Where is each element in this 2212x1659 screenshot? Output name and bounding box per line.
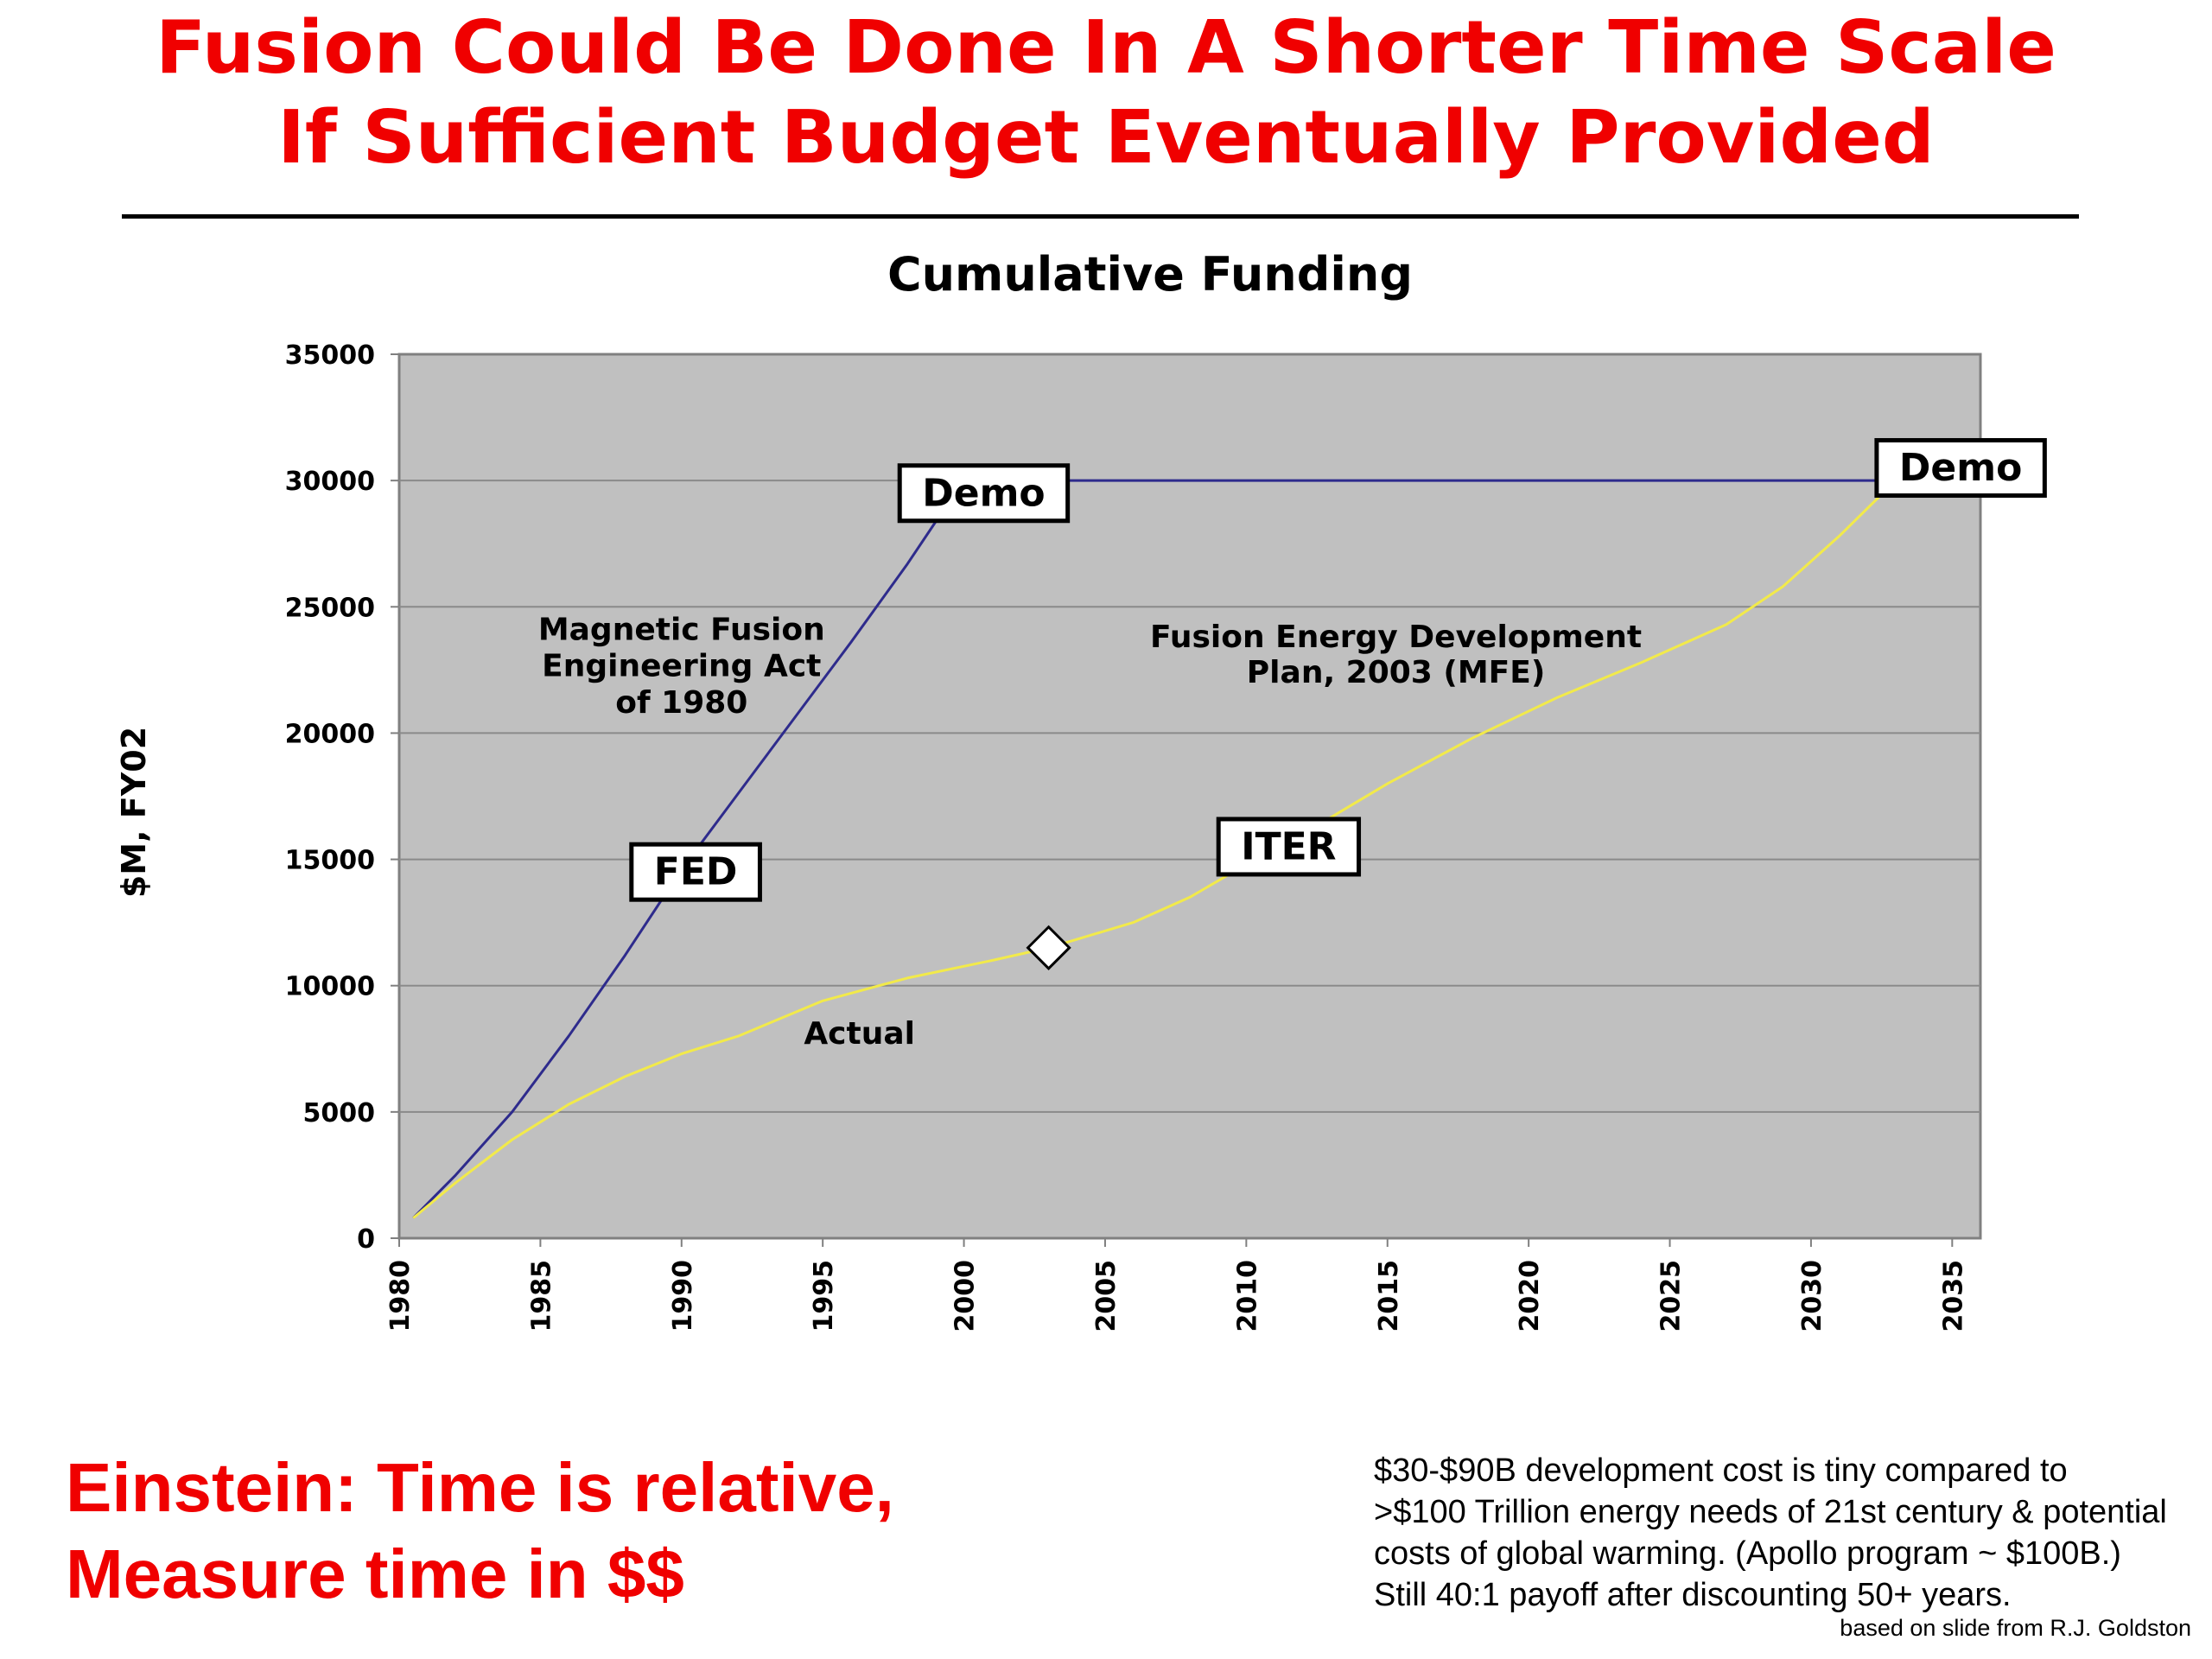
y-tick-label: 35000 [285, 340, 375, 371]
chart-title: Cumulative Funding [887, 247, 1413, 302]
note-line-1: $30-$90B development cost is tiny compar… [1374, 1452, 2068, 1489]
x-tick-label: 2010 [1232, 1260, 1262, 1332]
milestone-box: Demo [897, 463, 1071, 524]
annotation-label: Magnetic Fusion [538, 612, 825, 647]
quote-line-2: Measure time in $$ [66, 1535, 684, 1612]
slide-title: Fusion Could Be Done In A Shorter Time S… [0, 3, 2212, 183]
y-tick-label: 15000 [285, 846, 375, 876]
plot-area [397, 353, 1982, 1240]
title-divider [122, 214, 2079, 219]
x-tick-label: 1995 [809, 1260, 839, 1332]
milestone-box: Demo [1874, 438, 2047, 499]
note-line-2: >$100 Trillion energy needs of 21st cent… [1374, 1494, 2167, 1530]
x-tick-label: 1985 [526, 1260, 556, 1332]
milestone-box-frame [629, 842, 762, 902]
x-tick-labels: 1980 1985 1990 1995 2000 2005 2010 2015 2020 2025… [385, 1238, 1968, 1332]
credit-note: based on slide from R.J. Goldston [1840, 1615, 2191, 1641]
y-tick-label: 10000 [285, 972, 375, 1002]
milestone-box-frame [1874, 438, 2047, 499]
series-lines [412, 479, 1897, 1219]
milestone-box-frame [1216, 817, 1362, 877]
y-tick-label: 20000 [285, 719, 375, 749]
slide-title-line-1: Fusion Could Be Done In A Shorter Time S… [156, 5, 2056, 91]
milestone-box-label: Demo [922, 471, 1045, 515]
cumulative-funding-chart: Cumulative Funding 0 5000 10000 15000 20000 2… [115, 247, 2047, 1332]
annotation-label: Fusion Energy Development [1150, 620, 1642, 655]
x-tick-label: 2015 [1374, 1260, 1404, 1332]
einstein-quote: Einstein: Time is relative, Measure time… [66, 1445, 894, 1618]
milestone-box-label: ITER [1241, 824, 1336, 868]
y-tick-label: 5000 [303, 1098, 376, 1128]
y-tick-label: 0 [357, 1224, 375, 1255]
milestone-box-label: FED [654, 850, 738, 894]
y-tick-label: 30000 [285, 467, 375, 497]
annotation-label: Engineering Act [542, 649, 821, 684]
note-line-3: costs of global warming. (Apollo program… [1374, 1535, 2121, 1572]
marker-layer [1026, 925, 1071, 970]
y-tick-labels: 0 5000 10000 15000 20000 25000 30000 35000 [285, 340, 399, 1255]
diamond-marker [1026, 925, 1071, 970]
milestone-box: FED [629, 842, 762, 902]
x-tick-label: 2035 [1938, 1260, 1968, 1332]
x-tick-label: 2020 [1515, 1260, 1545, 1332]
milestone-box: ITER [1216, 817, 1362, 877]
note-line-4: Still 40:1 payoff after discounting 50+ … [1374, 1577, 2012, 1613]
milestone-box-frame [897, 463, 1071, 524]
annotation-label: of 1980 [615, 685, 747, 721]
quote-line-1: Einstein: Time is relative, [66, 1449, 894, 1526]
annotation-label: Actual [804, 1016, 915, 1052]
x-tick-label: 1980 [385, 1260, 416, 1332]
milestone-labels: Demo Demo FED ITER [629, 438, 2047, 902]
x-tick-label: 2000 [950, 1260, 981, 1332]
mfea-1980-line [412, 479, 1896, 1219]
slide-title-line-2: If Sufficient Budget Eventually Provided [277, 95, 1935, 181]
x-tick-label: 1990 [668, 1260, 698, 1332]
x-tick-label: 2025 [1656, 1260, 1687, 1332]
cost-note: $30-$90B development cost is tiny compar… [1374, 1450, 2212, 1616]
x-tick-label: 2030 [1797, 1260, 1827, 1332]
x-tick-label: 2005 [1091, 1260, 1122, 1332]
fedp-2003-line [412, 480, 1897, 1219]
y-tick-label: 25000 [285, 593, 375, 623]
y-axis-label: $M, FY02 [115, 727, 153, 898]
annotation-label: Plan, 2003 (MFE) [1247, 655, 1546, 690]
milestone-box-label: Demo [1899, 446, 2022, 490]
